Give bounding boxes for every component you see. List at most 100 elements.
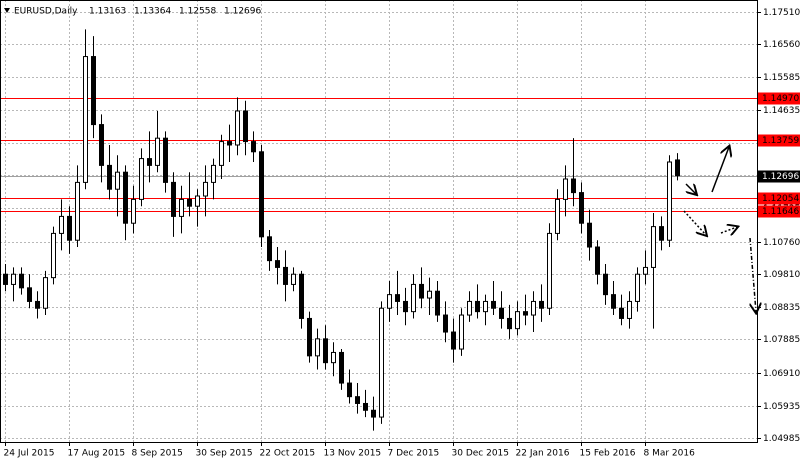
candle-body [555,198,560,234]
x-tick-label: 8 Mar 2016 [644,449,696,459]
candle-body [179,198,184,217]
candle-body [307,317,312,357]
candle-body [19,273,24,289]
candle-body [483,300,488,313]
candle-body [427,290,432,299]
x-tick-label: 30 Dec 2015 [452,449,510,459]
candle-body [283,266,288,285]
candle-body [563,178,568,200]
candle-body [155,137,160,166]
candle-body [363,402,368,411]
candle-body [579,192,584,224]
level-label-box [758,205,800,218]
x-tick-label: 22 Jan 2016 [516,449,570,459]
x-tick-label: 8 Sep 2015 [132,449,183,459]
level-label-box [758,192,800,205]
candle-body [331,351,336,364]
symbol: EURUSD,Daily [14,7,78,17]
candle-body [619,307,624,319]
candle-body [627,300,632,319]
x-tick-label: 15 Feb 2016 [580,449,636,459]
candle-body [11,273,16,285]
arrow [683,210,706,235]
candle-body [43,277,48,309]
candle-body [195,195,200,207]
candle-body [387,294,392,309]
header-triangle [4,8,10,13]
candle-body [35,300,40,309]
candle-body [395,294,400,302]
y-tick-label: 1.06910 [763,369,800,379]
y-tick-label: 1.09810 [763,270,800,280]
candle-body [419,283,424,299]
candle-body [203,181,208,197]
candle-body [115,171,120,190]
candle-body [515,311,520,330]
level-label-box [758,134,800,147]
y-tick-label: 1.08835 [763,303,800,313]
current-price-box [758,170,800,183]
candle-body [219,141,224,166]
candle-body [611,294,616,309]
candle-body [587,222,592,248]
candle-body [99,124,104,166]
candle-body [339,351,344,384]
y-tick-label: 1.15585 [763,73,800,83]
candle-body [531,300,536,316]
candle-body [323,338,328,364]
candle-body [51,232,56,279]
x-tick-label: 24 Jul 2015 [4,449,55,459]
candle-body [467,300,472,316]
arrow [686,184,696,194]
x-tick-label: 30 Sep 2015 [196,449,253,459]
candle-body [83,56,88,183]
candle-body [403,300,408,313]
candle-body [59,215,64,234]
candle-body [139,158,144,200]
candle-body [643,266,648,275]
candle-body [147,158,152,166]
current-price-label: 1.12696 [762,172,799,182]
candle-body [675,159,680,177]
open: 1.13163 [89,7,126,17]
candle-body [603,273,608,296]
candle-body [27,287,32,302]
candle-body [107,164,112,190]
high: 1.13364 [134,7,171,17]
x-tick-label: 7 Dec 2015 [388,449,440,459]
grid [0,0,757,442]
candle-body [131,198,136,224]
candle-body [523,311,528,316]
y-tick-label: 1.05935 [763,402,800,412]
x-tick-label: 13 Nov 2015 [324,449,382,459]
y-tick-label: 1.17510 [763,8,800,18]
level-label: 1.14970 [762,94,799,104]
x-tick-label: 17 Aug 2015 [68,449,126,459]
y-tick-label: 1.14635 [763,106,800,116]
candle-body [235,110,240,146]
candle-body [3,273,8,285]
candle-body [355,396,360,404]
price-axis: 1.175101.165601.155851.146351.136601.127… [4,8,801,459]
candle-body [507,317,512,330]
candle-body [315,338,320,357]
y-tick-label: 1.10760 [763,238,800,248]
level-label-box [758,92,800,105]
candle-body [547,232,552,309]
candle-body [595,246,600,275]
level-label: 1.12054 [762,194,799,204]
candle-body [379,307,384,418]
candle-body [163,137,168,183]
candle-body [459,314,464,350]
candle-body [91,56,96,126]
levels [0,98,757,212]
y-tick-label: 1.04985 [763,434,800,444]
level-label: 1.11646 [762,207,799,217]
candle-body [299,273,304,319]
candle-body [227,141,232,146]
candle-body [635,273,640,302]
candle-body [411,283,416,313]
candle-body [211,164,216,183]
header: EURUSD,Daily 1.13163 1.13364 1.12558 1.1… [4,7,261,17]
